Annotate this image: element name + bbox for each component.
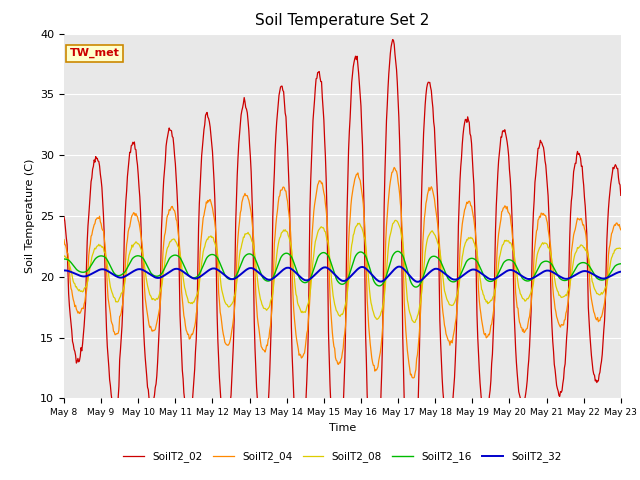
Legend: SoilT2_02, SoilT2_04, SoilT2_08, SoilT2_16, SoilT2_32: SoilT2_02, SoilT2_04, SoilT2_08, SoilT2_… xyxy=(119,447,566,467)
Y-axis label: Soil Temperature (C): Soil Temperature (C) xyxy=(24,159,35,273)
X-axis label: Time: Time xyxy=(329,423,356,432)
Line: SoilT2_16: SoilT2_16 xyxy=(64,252,621,287)
Text: TW_met: TW_met xyxy=(70,48,120,59)
Title: Soil Temperature Set 2: Soil Temperature Set 2 xyxy=(255,13,429,28)
Line: SoilT2_04: SoilT2_04 xyxy=(64,168,621,378)
Line: SoilT2_32: SoilT2_32 xyxy=(64,267,621,282)
Line: SoilT2_02: SoilT2_02 xyxy=(64,39,621,480)
Line: SoilT2_08: SoilT2_08 xyxy=(64,220,621,323)
